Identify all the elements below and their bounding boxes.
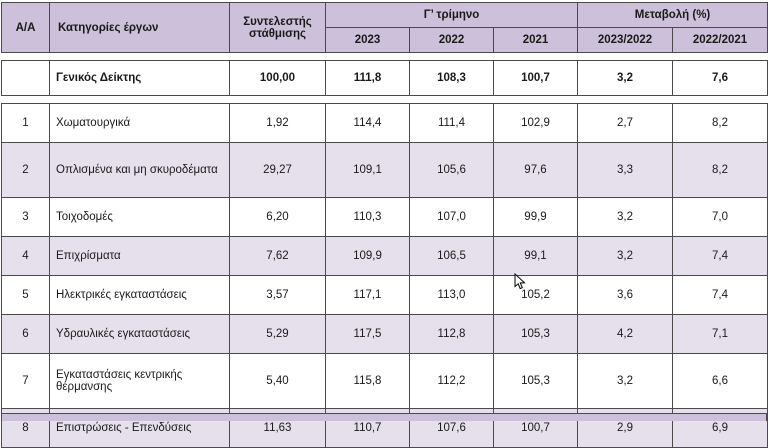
table-row: 5 Ηλεκτρικές εγκαταστάσεις 3,57 117,1 11…	[1, 275, 768, 315]
value-2023-cell: 115,8	[325, 353, 410, 409]
value-2021-cell: 105,3	[493, 314, 578, 354]
table-row: 3 Τοιχοδομές 6,20 110,3 107,0 99,9 3,2 7…	[1, 197, 768, 237]
category-cell: Ηλεκτρικές εγκαταστάσεις	[49, 275, 230, 315]
value-2023-cell: 117,5	[325, 314, 410, 354]
value-2022-cell: 112,8	[409, 314, 494, 354]
weight-cell: 100,00	[229, 60, 326, 96]
weight-cell: 6,20	[229, 197, 326, 237]
value-2021-cell: 97,6	[493, 142, 578, 198]
change-2022-2021-cell: 7,1	[672, 314, 768, 354]
index-table-header: Α/Α Κατηγορίες έργων Συντελεστής στάθμισ…	[1, 2, 768, 53]
row-number-cell: 6	[1, 314, 50, 354]
change-2022-2021-cell: 7,0	[672, 197, 768, 237]
value-2021-cell: 100,7	[493, 60, 578, 96]
value-2023-cell: 109,1	[325, 142, 410, 198]
value-2021-cell: 102,9	[493, 103, 578, 143]
value-2021-cell: 99,9	[493, 197, 578, 237]
header-ratio-2022-2021: 2022/2021	[672, 27, 768, 53]
category-cell: Χωματουργικά	[49, 103, 230, 143]
header-quarter-group: Γ’ τρίμηνο	[324, 2, 579, 28]
change-2023-2022-cell: 3,2	[577, 353, 673, 409]
weight-cell: 1,92	[229, 103, 326, 143]
spacer	[0, 53, 768, 60]
value-2023-cell: 109,9	[325, 236, 410, 276]
table-row: 7 Εγκαταστάσεις κεντρικής θέρμανσης 5,40…	[1, 353, 768, 409]
row-number-cell: 2	[1, 142, 50, 198]
header-change-group: Μεταβολή (%)	[577, 2, 768, 28]
category-cell: Οπλισμένα και μη σκυροδέματα	[49, 142, 230, 198]
general-index-table: Γενικός Δείκτης 100,00 111,8 108,3 100,7…	[1, 60, 768, 96]
value-2023-cell: 110,3	[325, 197, 410, 237]
row-number-cell: 3	[1, 197, 50, 237]
row-number-cell: 1	[1, 103, 50, 143]
weight-cell: 5,29	[229, 314, 326, 354]
change-2023-2022-cell: 3,2	[577, 236, 673, 276]
value-2023-cell: 111,8	[325, 60, 410, 96]
value-2021-cell: 99,1	[493, 236, 578, 276]
header-ratio-2023-2022: 2023/2022	[577, 27, 674, 53]
value-2022-cell: 105,6	[409, 142, 494, 198]
row-number-cell: 7	[1, 353, 50, 409]
category-cell: Γενικός Δείκτης	[49, 60, 230, 96]
value-2023-cell: 114,4	[325, 103, 410, 143]
general-index-row: Γενικός Δείκτης 100,00 111,8 108,3 100,7…	[1, 60, 768, 96]
value-2022-cell: 112,2	[409, 353, 494, 409]
category-cell: Εγκαταστάσεις κεντρικής θέρμανσης	[49, 353, 230, 409]
value-2021-cell: 105,2	[493, 275, 578, 315]
change-2023-2022-cell: 3,2	[577, 60, 673, 96]
categories-table: 1 Χωματουργικά 1,92 114,4 111,4 102,9 2,…	[1, 103, 768, 448]
value-2022-cell: 111,4	[409, 103, 494, 143]
header-categories: Κατηγορίες έργων	[49, 2, 230, 53]
cutoff-row-strip	[1, 413, 767, 421]
change-2023-2022-cell: 4,2	[577, 314, 673, 354]
change-2023-2022-cell: 3,3	[577, 142, 673, 198]
header-weight-line2: στάθμισης	[248, 27, 307, 40]
weight-cell: 5,40	[229, 353, 326, 409]
change-2022-2021-cell: 7,4	[672, 275, 768, 315]
change-2023-2022-cell: 2,7	[577, 103, 673, 143]
spacer	[0, 96, 768, 103]
change-2022-2021-cell: 8,2	[672, 142, 768, 198]
change-2022-2021-cell: 7,4	[672, 236, 768, 276]
header-weight-line1: Συντελεστής	[243, 15, 312, 28]
value-2022-cell: 113,0	[409, 275, 494, 315]
header-year-2022: 2022	[409, 27, 494, 53]
change-2023-2022-cell: 3,6	[577, 275, 673, 315]
table-row: 2 Οπλισμένα και μη σκυροδέματα 29,27 109…	[1, 142, 768, 198]
category-cell: Υδραυλικές εγκαταστάσεις	[49, 314, 230, 354]
value-2022-cell: 108,3	[409, 60, 494, 96]
change-2022-2021-cell: 7,6	[672, 60, 768, 96]
header-weight: Συντελεστής στάθμισης	[229, 2, 326, 53]
row-number-cell: 5	[1, 275, 50, 315]
value-2023-cell: 117,1	[325, 275, 410, 315]
header-aa: Α/Α	[1, 2, 50, 53]
value-2022-cell: 107,0	[409, 197, 494, 237]
value-2021-cell: 105,3	[493, 353, 578, 409]
table-row: 4 Επιχρίσματα 7,62 109,9 106,5 99,1 3,2 …	[1, 236, 768, 276]
change-2022-2021-cell: 8,2	[672, 103, 768, 143]
category-cell: Τοιχοδομές	[49, 197, 230, 237]
row-number-cell	[1, 60, 50, 96]
weight-cell: 3,57	[229, 275, 326, 315]
table-row: 1 Χωματουργικά 1,92 114,4 111,4 102,9 2,…	[1, 103, 768, 143]
header-year-2021: 2021	[492, 27, 579, 53]
value-2022-cell: 106,5	[409, 236, 494, 276]
header-year-2023: 2023	[325, 27, 410, 53]
change-2023-2022-cell: 3,2	[577, 197, 673, 237]
weight-cell: 7,62	[229, 236, 326, 276]
weight-cell: 29,27	[229, 142, 326, 198]
change-2022-2021-cell: 6,6	[672, 353, 768, 409]
category-cell: Επιχρίσματα	[49, 236, 230, 276]
row-number-cell: 4	[1, 236, 50, 276]
table-row: 6 Υδραυλικές εγκαταστάσεις 5,29 117,5 11…	[1, 314, 768, 354]
